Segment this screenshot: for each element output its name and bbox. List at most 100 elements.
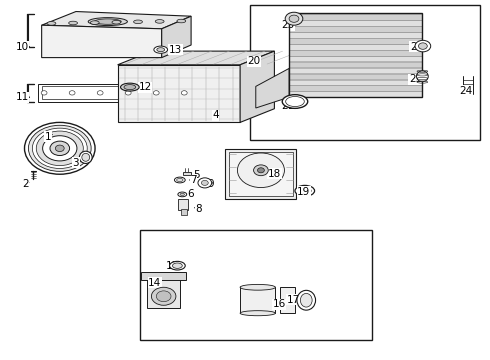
Polygon shape (240, 51, 274, 122)
Circle shape (151, 287, 176, 305)
Bar (289, 62, 422, 67)
Circle shape (36, 131, 83, 166)
Circle shape (50, 141, 70, 156)
Circle shape (415, 40, 431, 52)
Ellipse shape (295, 185, 315, 196)
Ellipse shape (178, 192, 187, 197)
Circle shape (181, 91, 187, 95)
Bar (38, 84, 190, 102)
Circle shape (289, 15, 299, 22)
Circle shape (55, 145, 64, 152)
Bar (280, 287, 295, 313)
Circle shape (198, 178, 212, 188)
Bar (289, 32, 422, 38)
Text: 13: 13 (169, 45, 182, 55)
Bar (289, 38, 422, 44)
Circle shape (43, 136, 77, 161)
Ellipse shape (240, 284, 275, 290)
Bar (289, 91, 422, 97)
Text: 8: 8 (195, 204, 202, 214)
Bar (289, 85, 422, 91)
Ellipse shape (154, 46, 168, 53)
Ellipse shape (177, 19, 186, 23)
Bar (147, 275, 180, 308)
Text: 21: 21 (281, 101, 295, 111)
Bar (289, 20, 422, 26)
Ellipse shape (88, 18, 127, 26)
Bar (250, 5, 480, 140)
Bar (289, 73, 422, 79)
Ellipse shape (416, 71, 428, 82)
Circle shape (24, 122, 95, 174)
Text: 16: 16 (272, 299, 286, 309)
Text: 10: 10 (16, 42, 28, 52)
Ellipse shape (282, 95, 308, 108)
Bar (289, 56, 422, 62)
Ellipse shape (121, 83, 139, 91)
Circle shape (254, 165, 269, 176)
Ellipse shape (47, 22, 56, 25)
Bar (225, 149, 296, 199)
Bar (181, 209, 187, 215)
Text: 24: 24 (459, 86, 472, 96)
Ellipse shape (174, 177, 185, 183)
Text: 18: 18 (268, 168, 281, 179)
Ellipse shape (94, 19, 121, 24)
Circle shape (125, 91, 131, 95)
Circle shape (97, 91, 103, 95)
Text: 15: 15 (166, 261, 179, 271)
Text: 6: 6 (187, 189, 194, 199)
Bar (178, 199, 188, 210)
Ellipse shape (240, 311, 275, 316)
Ellipse shape (298, 187, 311, 194)
Text: 7: 7 (190, 175, 197, 185)
Text: 11: 11 (15, 92, 29, 102)
Ellipse shape (300, 293, 312, 307)
Ellipse shape (82, 153, 90, 161)
Circle shape (28, 125, 91, 171)
Ellipse shape (180, 193, 185, 195)
Bar (240, 287, 275, 313)
Circle shape (201, 180, 208, 185)
Ellipse shape (297, 290, 316, 310)
Text: 19: 19 (297, 186, 311, 197)
Circle shape (285, 12, 303, 25)
Circle shape (69, 91, 75, 95)
Text: 25: 25 (281, 20, 295, 30)
Ellipse shape (170, 261, 185, 270)
Ellipse shape (155, 19, 164, 23)
Bar (289, 80, 422, 85)
Ellipse shape (90, 21, 99, 24)
Circle shape (418, 43, 427, 49)
Bar (42, 86, 186, 99)
Bar (140, 230, 372, 340)
Bar (141, 272, 186, 280)
Text: 14: 14 (148, 278, 162, 288)
Circle shape (237, 153, 284, 188)
Polygon shape (118, 51, 274, 65)
Ellipse shape (176, 179, 183, 182)
Ellipse shape (112, 21, 121, 24)
Text: 1: 1 (45, 132, 51, 142)
Polygon shape (256, 68, 289, 108)
Text: 23: 23 (409, 74, 422, 84)
Ellipse shape (69, 21, 77, 25)
Bar (289, 50, 422, 55)
Text: 17: 17 (286, 294, 300, 305)
Text: 12: 12 (138, 82, 152, 92)
Circle shape (32, 128, 87, 168)
Polygon shape (42, 12, 191, 29)
Bar (289, 14, 422, 20)
Polygon shape (118, 65, 240, 122)
Text: 22: 22 (410, 42, 423, 52)
Circle shape (258, 168, 265, 173)
Bar (289, 68, 422, 73)
Text: 20: 20 (247, 56, 260, 66)
Ellipse shape (134, 20, 143, 24)
Text: 9: 9 (207, 179, 214, 189)
Text: 3: 3 (73, 158, 79, 168)
Ellipse shape (172, 263, 182, 269)
Ellipse shape (79, 151, 92, 163)
Bar (289, 26, 422, 32)
Bar (289, 13, 422, 97)
